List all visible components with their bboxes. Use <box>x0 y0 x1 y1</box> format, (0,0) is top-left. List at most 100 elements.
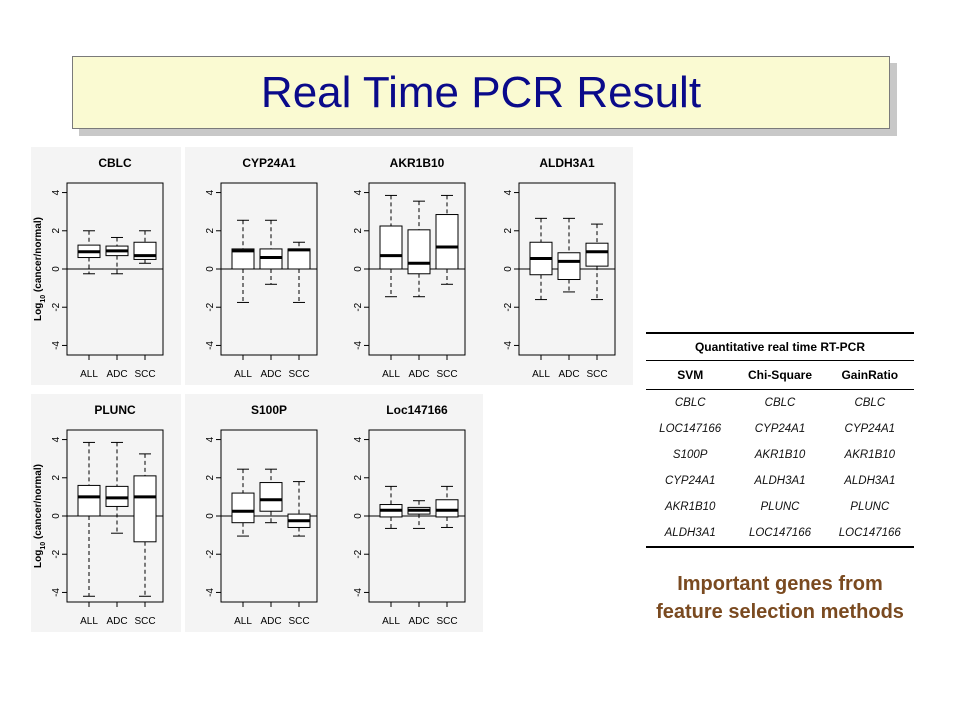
y-tick-label: -2 <box>205 302 216 311</box>
x-tick-label: ADC <box>408 616 429 627</box>
table-cell: LOC147166 <box>659 423 722 435</box>
table-cell: LOC147166 <box>825 520 914 548</box>
panel-title: ALDH3A1 <box>539 156 595 170</box>
table-cell: CYP24A1 <box>664 475 716 487</box>
boxplot-svg: CBLC -4 -2 0 2 4 Log10 (cancer/normal) ALL ADC SC… <box>33 156 164 380</box>
panel-title: CBLC <box>98 156 132 170</box>
y-tick-label: 4 <box>205 436 216 442</box>
boxplot-svg: S100P -4 -2 0 2 4 ALL ADC SCC <box>205 403 318 627</box>
table-row: ALDH3A1 LOC147166 LOC147166 <box>646 520 914 548</box>
x-tick-label: ADC <box>260 369 281 380</box>
y-axis-label: Log10 (cancer/normal) <box>33 464 47 568</box>
y-tick-label: 0 <box>205 266 216 272</box>
x-tick-label: ALL <box>382 616 400 627</box>
x-tick-label: ADC <box>408 369 429 380</box>
table-header-gainratio: GainRatio <box>825 360 914 390</box>
boxplot-panel: PLUNC -4 -2 0 2 4 Log10 (cancer/normal) ALL ADC S… <box>31 394 181 632</box>
box <box>435 499 459 518</box>
x-tick-label: ALL <box>80 616 98 627</box>
y-tick-label: -2 <box>51 302 62 311</box>
x-tick-label: ADC <box>260 616 281 627</box>
table-row: AKR1B10 PLUNC PLUNC <box>646 494 914 520</box>
y-tick-label: 0 <box>503 266 514 272</box>
y-tick-label: 0 <box>205 513 216 519</box>
y-tick-label: 2 <box>51 228 62 234</box>
y-tick-label: -2 <box>503 302 514 311</box>
y-tick-label: 4 <box>51 436 62 442</box>
x-tick-label: ALL <box>80 369 98 380</box>
panel-title: AKR1B10 <box>390 156 445 170</box>
boxplot-panel: CBLC -4 -2 0 2 4 Log10 (cancer/normal) ALL ADC SC… <box>31 147 181 385</box>
y-tick-label: -4 <box>51 341 62 350</box>
table-cell: ALDH3A1 <box>646 520 735 548</box>
table-cell: S100P <box>672 449 708 461</box>
x-tick-label: ALL <box>382 369 400 380</box>
boxplot-panel: CYP24A1 -4 -2 0 2 4 ALL ADC SCC <box>185 147 335 385</box>
boxplot-panel: Loc147166 -4 -2 0 2 4 ALL ADC SCC <box>333 394 483 632</box>
y-tick-label: 4 <box>353 189 364 195</box>
x-tick-label: SCC <box>586 369 607 380</box>
table-cell: LOC147166 <box>734 520 826 548</box>
table-cell: CBLC <box>854 397 886 409</box>
x-tick-label: ADC <box>106 369 127 380</box>
caption-line-2: feature selection methods <box>656 601 904 623</box>
y-tick-label: 2 <box>205 475 216 481</box>
panel-title: PLUNC <box>94 403 136 417</box>
y-tick-label: 4 <box>51 189 62 195</box>
panel-title: Loc147166 <box>386 403 448 417</box>
table-cell: CBLC <box>764 397 796 409</box>
x-tick-label: ADC <box>106 616 127 627</box>
table-cell: CYP24A1 <box>844 423 896 435</box>
x-tick-label: ADC <box>558 369 579 380</box>
table-cell: ALDH3A1 <box>754 475 806 487</box>
x-tick-label: SCC <box>134 369 155 380</box>
table-cell: PLUNC <box>760 501 800 513</box>
box <box>77 484 101 517</box>
panel-title: S100P <box>251 403 287 417</box>
box <box>287 248 311 270</box>
table-row: CYP24A1 ALDH3A1 ALDH3A1 <box>646 468 914 494</box>
box <box>231 248 255 270</box>
y-tick-label: -2 <box>51 549 62 558</box>
y-tick-label: 2 <box>51 475 62 481</box>
table-cell: AKR1B10 <box>664 501 716 513</box>
boxplot-svg: AKR1B10 -4 -2 0 2 4 ALL ADC SCC <box>353 156 466 380</box>
box <box>407 229 431 275</box>
y-tick-label: -4 <box>353 341 364 350</box>
table-caption: Quantitative real time RT-PCR <box>646 332 914 361</box>
boxplot-svg: Loc147166 -4 -2 0 2 4 ALL ADC SCC <box>353 403 466 627</box>
y-tick-label: -4 <box>51 588 62 597</box>
x-tick-label: SCC <box>288 369 309 380</box>
y-tick-label: 2 <box>353 228 364 234</box>
y-tick-label: 0 <box>353 513 364 519</box>
table-cell: AKR1B10 <box>754 449 806 461</box>
y-tick-label: -2 <box>353 302 364 311</box>
x-tick-label: SCC <box>436 616 457 627</box>
box <box>133 475 157 543</box>
y-axis-label: Log10 (cancer/normal) <box>33 217 47 321</box>
title-box: Real Time PCR Result <box>72 56 890 129</box>
x-tick-label: SCC <box>288 616 309 627</box>
x-tick-label: ALL <box>234 616 252 627</box>
gene-table: Quantitative real time RT-PCR SVM Chi-Sq… <box>646 332 914 548</box>
box <box>585 242 609 267</box>
y-tick-label: 0 <box>51 266 62 272</box>
box <box>259 482 283 512</box>
y-tick-label: -4 <box>205 588 216 597</box>
panel-title: CYP24A1 <box>242 156 296 170</box>
x-tick-label: ALL <box>532 369 550 380</box>
table-row: CBLC CBLC CBLC <box>646 390 914 417</box>
caption-line-1: Important genes from <box>677 573 883 595</box>
boxplot-svg: CYP24A1 -4 -2 0 2 4 ALL ADC SCC <box>205 156 318 380</box>
boxplot-svg: PLUNC -4 -2 0 2 4 Log10 (cancer/normal) ALL ADC S… <box>33 403 164 627</box>
y-tick-label: 4 <box>503 189 514 195</box>
table-cell: AKR1B10 <box>844 449 896 461</box>
boxplot-panel: ALDH3A1 -4 -2 0 2 4 ALL ADC SCC <box>483 147 633 385</box>
box <box>435 214 459 270</box>
y-tick-label: 4 <box>353 436 364 442</box>
y-tick-label: -2 <box>353 549 364 558</box>
y-tick-label: -2 <box>205 549 216 558</box>
y-tick-label: 2 <box>503 228 514 234</box>
y-tick-label: 2 <box>205 228 216 234</box>
table-header-svm: SVM <box>646 360 735 390</box>
